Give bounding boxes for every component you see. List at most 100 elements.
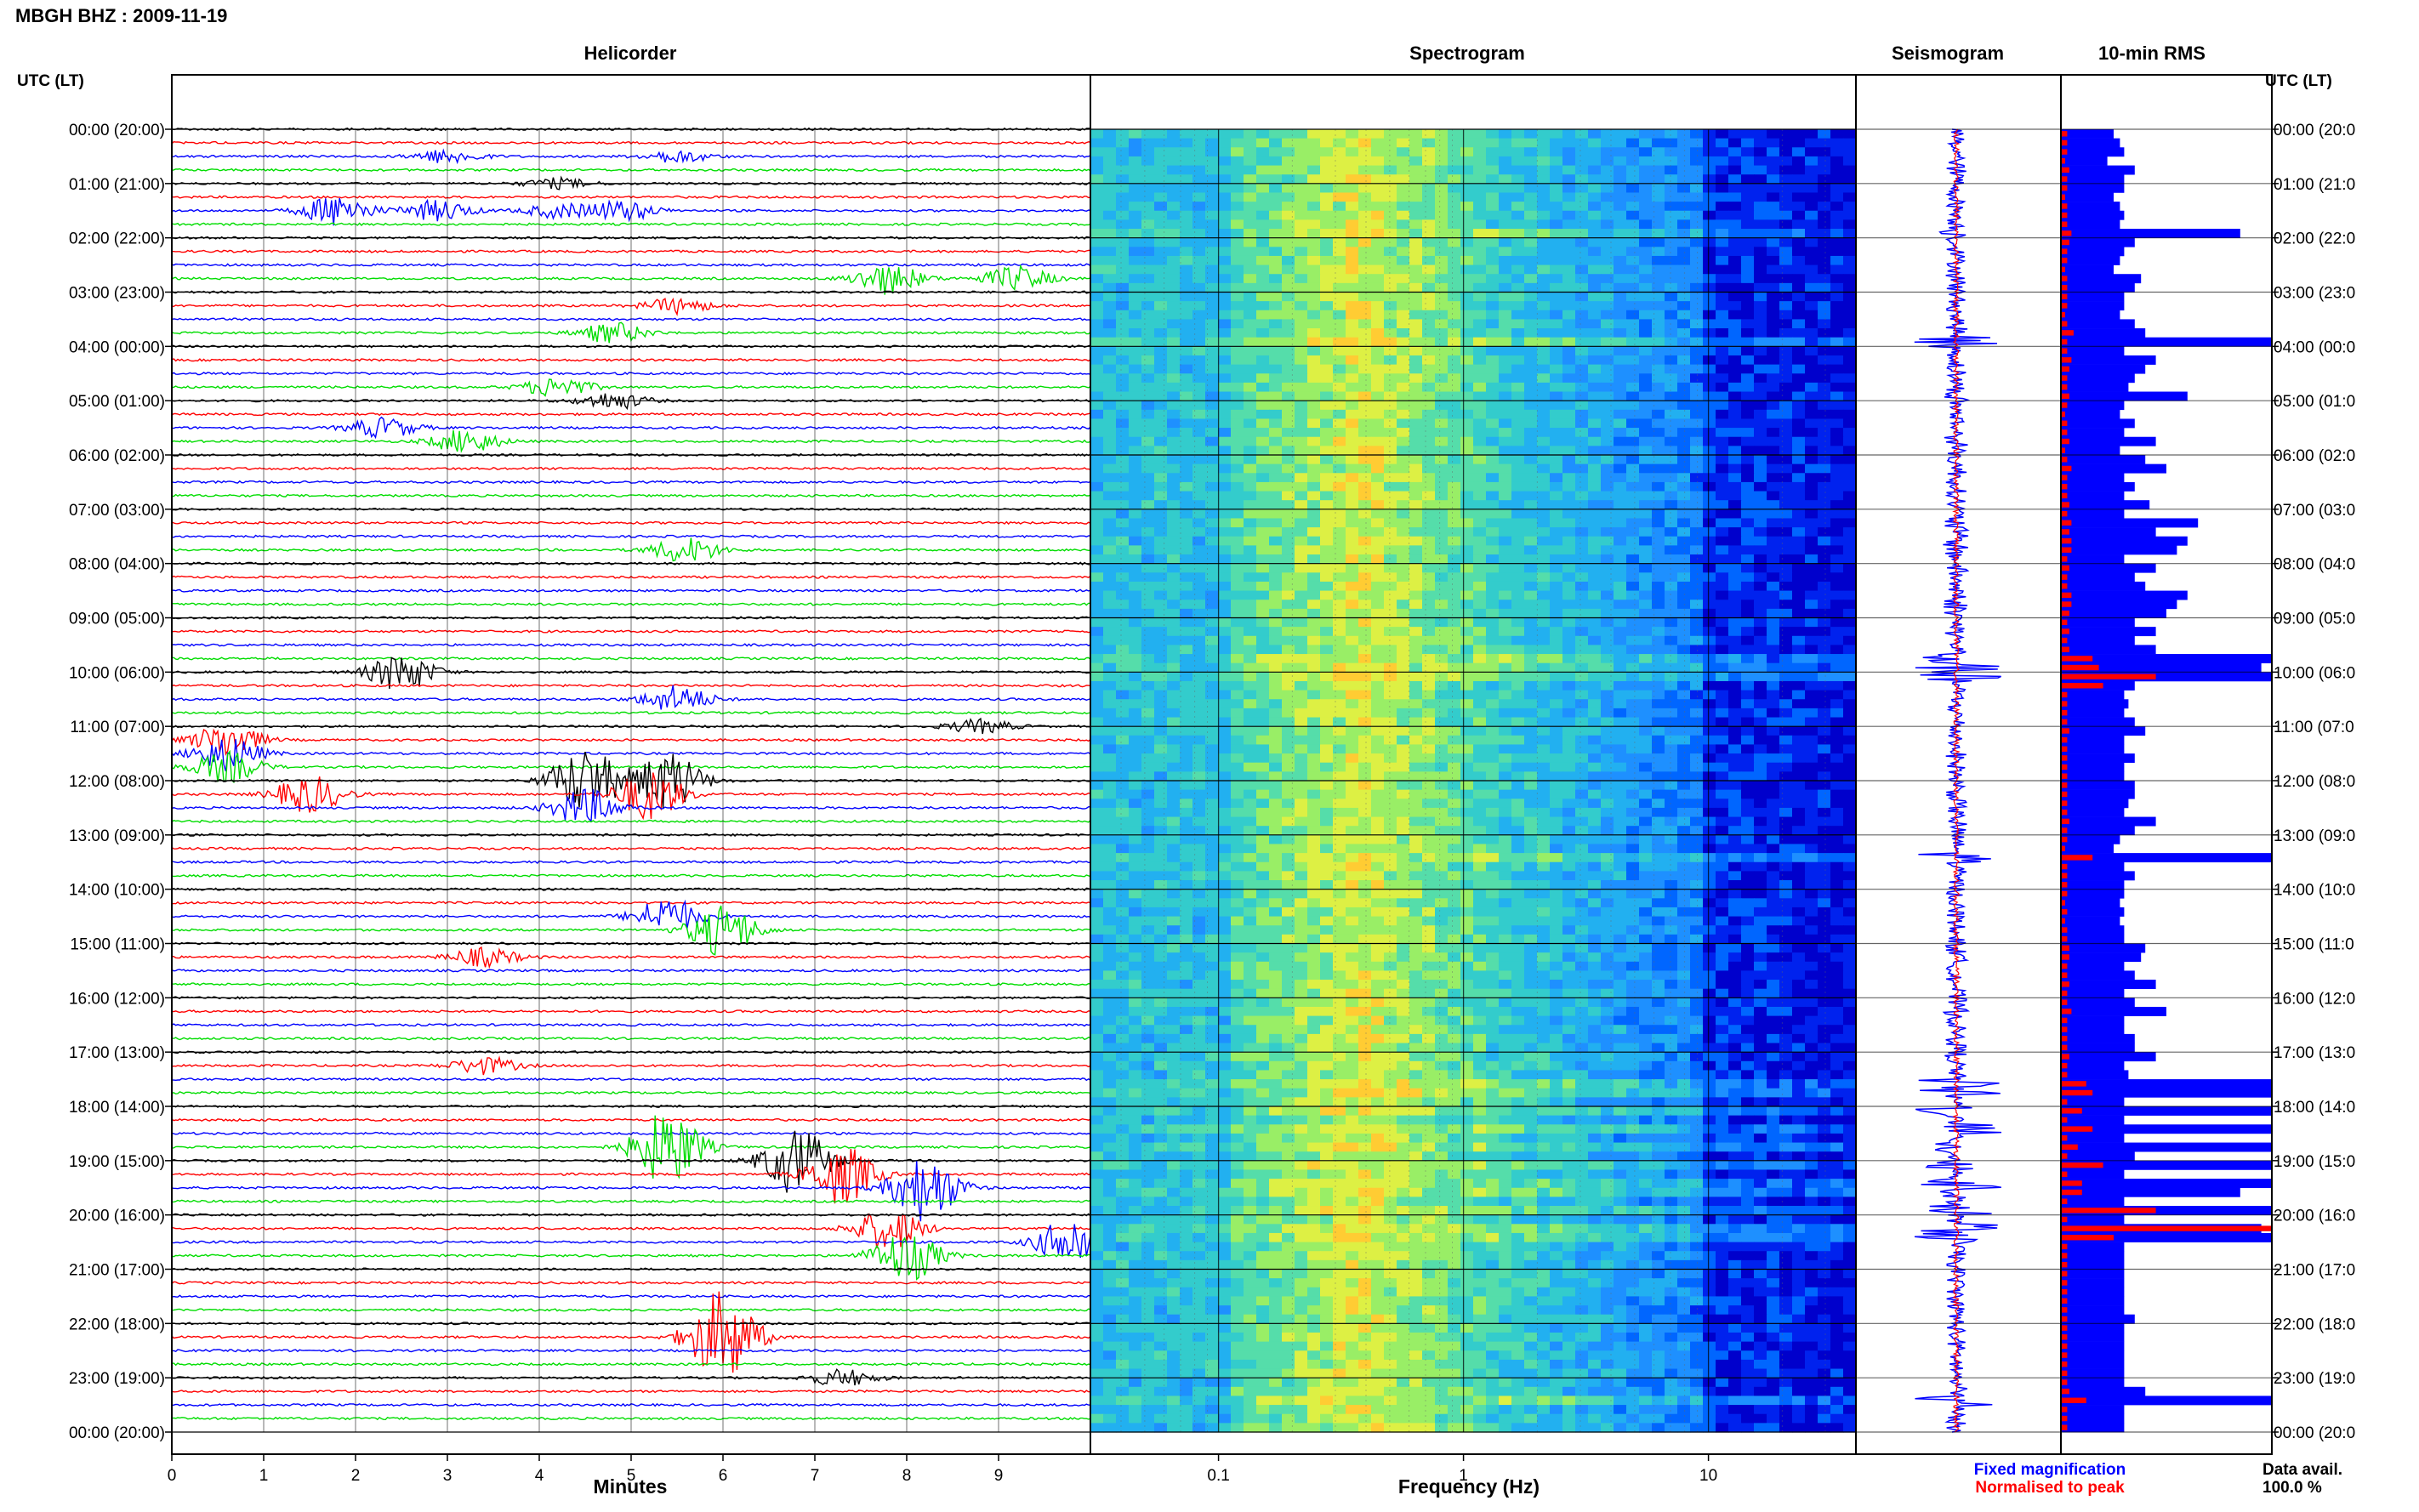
spectrogram-cell — [1652, 310, 1665, 321]
spectrogram-cell — [1665, 409, 1678, 420]
spectrogram-cell — [1486, 391, 1500, 401]
spectrogram-cell — [1703, 627, 1716, 637]
spectrogram-cell — [1180, 672, 1193, 682]
spectrogram-cell — [1741, 301, 1755, 311]
spectrogram-cell — [1116, 247, 1130, 257]
spectrogram-cell — [1473, 229, 1487, 239]
spectrogram-cell — [1218, 463, 1232, 474]
spectrogram-cell — [1537, 373, 1551, 384]
spectrogram-cell — [1346, 210, 1359, 220]
spectrogram-cell — [1333, 581, 1346, 592]
spectrogram-cell — [1524, 554, 1538, 565]
spectrogram-cell — [1652, 708, 1665, 719]
spectrogram-cell — [1779, 717, 1793, 727]
spectrogram-cell — [1282, 581, 1295, 592]
spectrogram-cell — [1448, 473, 1461, 483]
spectrogram-cell — [1588, 409, 1602, 420]
spectrogram-cell — [1779, 346, 1793, 356]
spectrogram-cell — [1205, 789, 1219, 799]
spectrogram-cell — [1639, 726, 1653, 736]
spectrogram-cell — [1830, 699, 1844, 709]
spectrogram-cell — [1754, 446, 1767, 456]
spectrogram-cell — [1167, 680, 1181, 691]
spectrogram-cell — [1754, 364, 1767, 374]
spectrogram-cell — [1511, 726, 1525, 736]
spectrogram-cell — [1690, 455, 1704, 465]
spectrogram-cell — [1422, 446, 1436, 456]
spectrogram-cell — [1499, 436, 1512, 446]
spectrogram-cell — [1843, 789, 1857, 799]
spectrogram-cell — [1754, 834, 1767, 845]
spectrogram-cell — [1537, 861, 1551, 872]
spectrogram-cell — [1307, 844, 1321, 854]
spectrogram-cell — [1358, 871, 1372, 881]
spectrogram-cell — [1448, 509, 1461, 520]
spectrogram-cell — [1141, 654, 1155, 664]
spectrogram-cell — [1716, 717, 1729, 727]
spectrogram-cell — [1180, 807, 1193, 818]
spectrogram-cell — [1665, 319, 1678, 329]
spectrogram-cell — [1716, 129, 1729, 139]
spectrogram-cell — [1180, 328, 1193, 338]
spectrogram-cell — [1601, 699, 1614, 709]
spectrogram-cell — [1626, 192, 1640, 202]
spectrogram-cell — [1371, 229, 1385, 239]
spectrogram-cell — [1626, 237, 1640, 247]
spectrogram-cell — [1537, 744, 1551, 754]
spectrogram-cell — [1384, 409, 1397, 420]
spectrogram-cell — [1524, 210, 1538, 220]
spectrogram-cell — [1473, 708, 1487, 719]
spectrogram-cell — [1562, 762, 1576, 772]
spectrogram-cell — [1397, 463, 1410, 474]
spectrogram-cell — [1116, 627, 1130, 637]
spectrogram-cell — [1129, 853, 1142, 863]
spectrogram-cell — [1422, 771, 1436, 782]
spectrogram-cell — [1218, 645, 1232, 655]
spectrogram-cell — [1639, 491, 1653, 501]
spectrogram-cell — [1282, 319, 1295, 329]
spectrogram-cell — [1818, 183, 1831, 194]
spectrogram-cell — [1269, 581, 1283, 592]
spectrogram-cell — [1435, 771, 1449, 782]
spectrogram-cell — [1792, 401, 1806, 411]
spectrogram-cell — [1244, 418, 1257, 429]
spectrogram-cell — [1231, 500, 1244, 510]
spectrogram-cell — [1614, 554, 1627, 565]
spectrogram-cell — [1346, 255, 1359, 266]
spectrogram-cell — [1601, 229, 1614, 239]
spectrogram-cell — [1601, 183, 1614, 194]
spectrogram-cell — [1167, 563, 1181, 573]
spectrogram-cell — [1537, 699, 1551, 709]
spectrogram-cell — [1499, 138, 1512, 148]
spectrogram-cell — [1728, 690, 1742, 700]
spectrogram-cell — [1588, 853, 1602, 863]
spectrogram-cell — [1562, 382, 1576, 393]
spectrogram-cell — [1103, 807, 1117, 818]
spectrogram-cell — [1741, 202, 1755, 212]
spectrogram-cell — [1435, 463, 1449, 474]
spectrogram-cell — [1639, 310, 1653, 321]
spectrogram-cell — [1537, 337, 1551, 347]
spectrogram-cell — [1652, 373, 1665, 384]
spectrogram-cell — [1665, 219, 1678, 230]
spectrogram-cell — [1741, 708, 1755, 719]
spectrogram-cell — [1103, 509, 1117, 520]
spectrogram-cell — [1754, 355, 1767, 366]
spectrogram-cell — [1728, 527, 1742, 537]
spectrogram-cell — [1333, 463, 1346, 474]
spectrogram-cell — [1116, 581, 1130, 592]
spectrogram-cell — [1231, 861, 1244, 872]
spectrogram-cell — [1524, 247, 1538, 257]
spectrogram-cell — [1550, 861, 1563, 872]
spectrogram-cell — [1499, 319, 1512, 329]
spectrogram-cell — [1626, 726, 1640, 736]
spectrogram-cell — [1677, 328, 1691, 338]
spectrogram-cell — [1103, 708, 1117, 719]
spectrogram-cell — [1677, 662, 1691, 673]
spectrogram-cell — [1818, 237, 1831, 247]
spectrogram-cell — [1537, 635, 1551, 646]
spectrogram-cell — [1767, 310, 1780, 321]
spectrogram-cell — [1358, 138, 1372, 148]
spectrogram-cell — [1231, 871, 1244, 881]
spectrogram-cell — [1677, 509, 1691, 520]
